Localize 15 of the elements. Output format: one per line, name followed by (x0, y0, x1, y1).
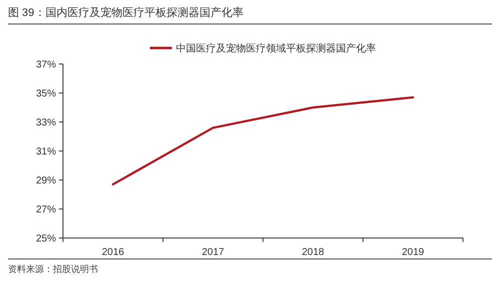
y-tick-label: 37% (36, 60, 56, 70)
chart-title: 图 39：国内医疗及宠物医疗平板探测器国产化率 (8, 6, 244, 19)
x-tick-label: 2016 (102, 247, 125, 258)
legend-label: 中国医疗及宠物医疗领域平板探测器国产化率 (176, 42, 376, 54)
y-tick-label: 33% (36, 118, 56, 128)
x-tick-label: 2017 (202, 247, 225, 258)
y-tick-label: 31% (36, 146, 56, 158)
y-tick-label: 35% (36, 88, 56, 100)
y-tick-label: 25% (36, 234, 56, 244)
x-tick-label: 2019 (402, 247, 425, 258)
line-series (112, 96, 414, 186)
y-tick-label: 29% (36, 176, 56, 186)
text: 资料来源：招股说明书 (8, 264, 98, 274)
y-tick-label: 27% (36, 204, 56, 216)
x-tick-label: 2018 (302, 247, 325, 258)
